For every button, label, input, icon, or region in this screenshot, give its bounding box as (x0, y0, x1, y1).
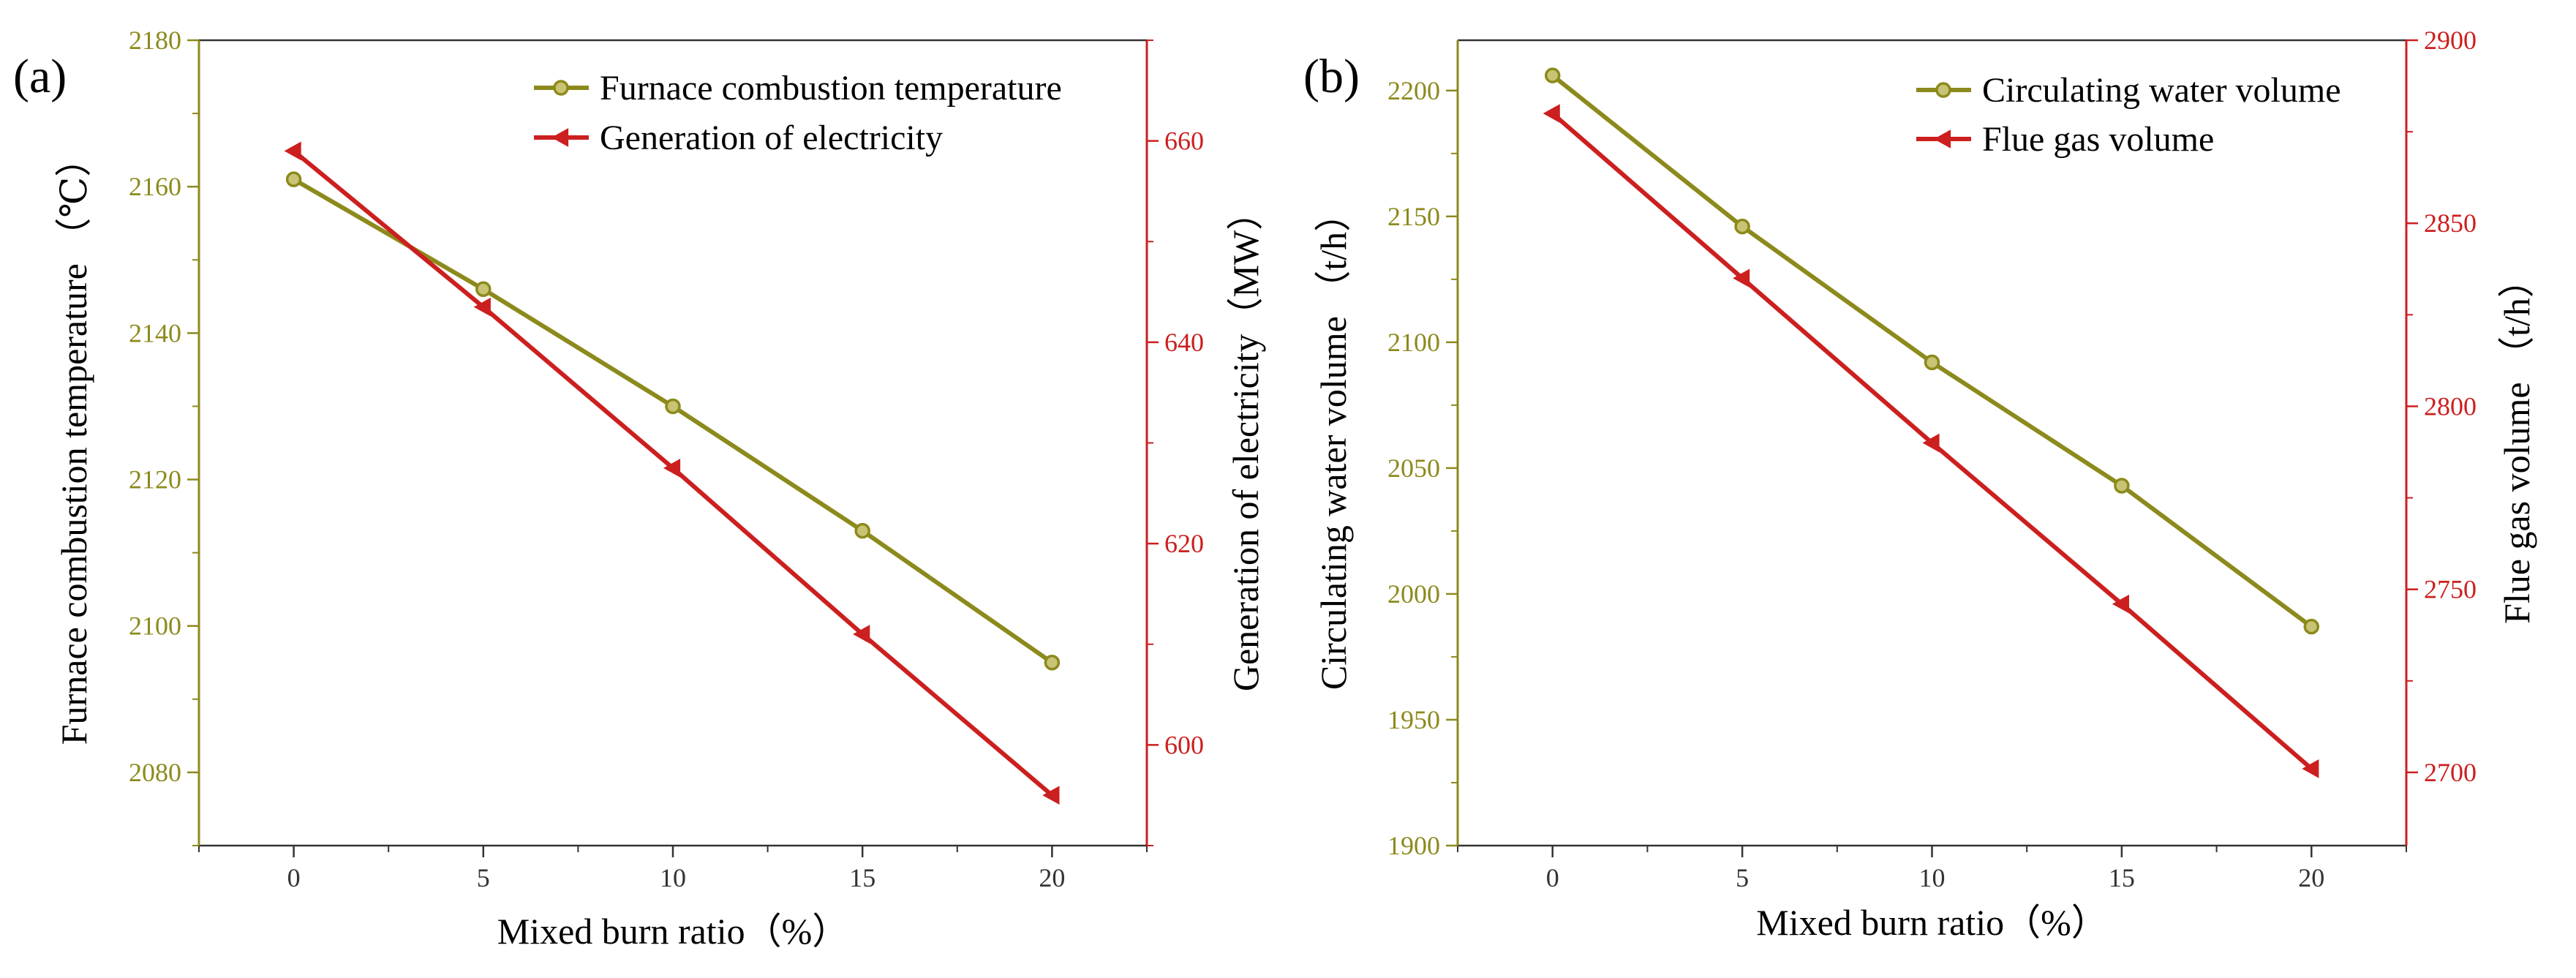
chart-panel-2: 0 5 10 15 20 1900 1950 2000 2050 2100 2150 2200 2700… (1303, 26, 2537, 943)
series-1 (1544, 67, 2320, 635)
data-point-circle (665, 398, 681, 415)
series-2 (1543, 104, 2319, 778)
panel-label: (a) (13, 50, 67, 103)
legend: Furnace combustion temperature Generation… (534, 69, 1062, 157)
x-tick-label: 20 (1039, 863, 1065, 892)
y-axis-left-title: Circulating water volume （t/h） (1313, 195, 1354, 690)
data-point-triangle (2112, 594, 2129, 614)
data-point-triangle (551, 128, 569, 147)
data-point-triangle (1543, 104, 1560, 123)
y-left-tick-label: 2150 (1387, 202, 1440, 231)
legend-item-2: Flue gas volume (1916, 120, 2214, 159)
legend-item-1: Circulating water volume (1916, 71, 2341, 110)
y-right-tick-label: 620 (1164, 529, 1204, 558)
y-right-tick-label: 600 (1164, 730, 1204, 759)
y-axis-right-title: Generation of electricity（MW） (1225, 194, 1266, 691)
data-point-triangle (1922, 433, 1940, 453)
y-left-tick-label: 2100 (1387, 328, 1440, 357)
y-left-tick-label: 2140 (129, 318, 181, 347)
y-left-tick-label: 2120 (129, 465, 181, 494)
y-left-tick-label: 2100 (129, 612, 181, 641)
data-point-triangle (663, 459, 681, 478)
series-line (293, 177, 1054, 665)
y-right-tick-label: 640 (1164, 328, 1204, 357)
y-axis-left-title: Furnace combustion temperature （℃） (53, 140, 94, 745)
y-axis-right-title: Flue gas volume （t/h） (2496, 261, 2537, 624)
x-tick-label: 0 (287, 863, 301, 892)
data-point-triangle (284, 141, 301, 161)
series-1 (285, 171, 1061, 671)
y-right-tick-label: 2900 (2424, 26, 2477, 55)
data-point-circle (1935, 82, 1951, 98)
x-tick-label: 5 (1736, 863, 1749, 892)
x-tick-label: 10 (1919, 863, 1946, 892)
data-point-circle (1544, 67, 1561, 83)
x-tick-label: 0 (1546, 863, 1559, 892)
data-point-circle (285, 171, 302, 187)
data-point-triangle (473, 297, 491, 317)
panel-label: (b) (1303, 50, 1360, 103)
data-point-circle (2303, 618, 2320, 635)
data-point-triangle (853, 625, 870, 644)
y-left-tick-label: 2080 (129, 758, 181, 787)
y-right-tick-label: 2850 (2424, 208, 2477, 238)
data-point-circle (1044, 655, 1061, 671)
data-point-circle (1924, 354, 1940, 371)
data-point-triangle (1733, 268, 1750, 288)
data-point-circle (2114, 478, 2130, 494)
data-point-circle (1734, 218, 1750, 235)
x-tick-label: 10 (660, 863, 686, 892)
y-left-tick-label: 1950 (1387, 705, 1440, 734)
y-left-tick-label: 2200 (1387, 76, 1440, 105)
x-tick-label: 15 (849, 863, 875, 892)
legend-label: Generation of electricity (600, 119, 943, 157)
legend-item-1: Furnace combustion temperature (534, 69, 1062, 108)
legend-label: Flue gas volume (1982, 120, 2214, 159)
y-left-tick-label: 2000 (1387, 579, 1440, 609)
y-right-tick-label: 2750 (2424, 575, 2477, 604)
y-right-tick-label: 2800 (2424, 391, 2477, 421)
data-point-circle (854, 522, 870, 539)
x-axis-title: Mixed burn ratio（%） (497, 911, 848, 952)
x-tick-label: 5 (477, 863, 490, 892)
legend-label: Circulating water volume (1982, 71, 2341, 110)
x-tick-label: 15 (2109, 863, 2135, 892)
data-point-circle (475, 281, 492, 298)
y-left-tick-label: 2180 (129, 26, 181, 55)
chart-panel-1: 0 5 10 15 20 2080 2100 2120 2140 2160 2180 600 620 64… (13, 26, 1266, 952)
x-tick-label: 20 (2298, 863, 2324, 892)
x-axis-title: Mixed burn ratio（%） (1756, 902, 2107, 943)
data-point-triangle (2302, 759, 2319, 778)
y-left-tick-label: 2160 (129, 172, 181, 201)
legend: Circulating water volume Flue gas volume (1916, 71, 2341, 159)
y-left-tick-label: 2050 (1387, 454, 1440, 483)
y-right-tick-label: 660 (1164, 127, 1204, 156)
y-left-tick-label: 1900 (1387, 831, 1440, 860)
data-point-circle (553, 80, 569, 96)
data-point-triangle (1933, 129, 1951, 148)
y-right-tick-label: 2700 (2424, 758, 2477, 787)
data-point-triangle (1042, 786, 1060, 805)
series-2 (284, 141, 1060, 805)
legend-label: Furnace combustion temperature (600, 69, 1062, 108)
legend-item-2: Generation of electricity (534, 119, 943, 157)
